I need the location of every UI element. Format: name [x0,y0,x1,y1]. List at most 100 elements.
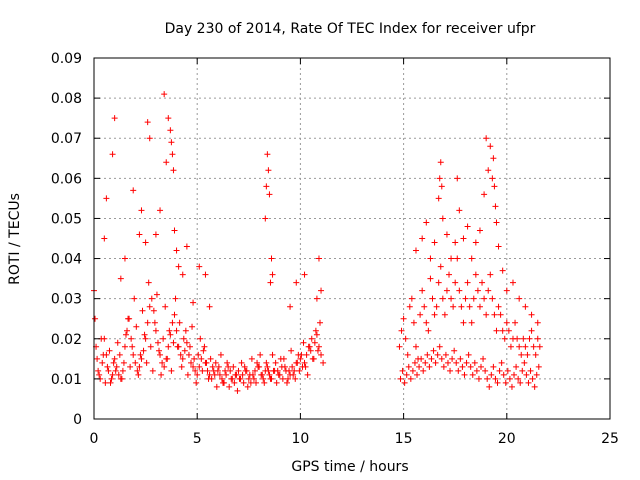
data-point [508,383,515,390]
data-point [460,235,467,242]
data-point [474,287,481,294]
data-point [227,367,234,374]
data-point [422,359,429,366]
data-point [431,239,438,246]
data-point [265,167,272,174]
data-point [497,311,504,318]
data-point [318,287,325,294]
data-point [186,343,193,350]
data-point [92,315,99,322]
data-point [260,375,267,382]
data-point [115,371,122,378]
data-point [248,355,255,362]
data-point [469,371,476,378]
data-point [515,375,522,382]
data-point [412,343,419,350]
data-point [197,335,204,342]
data-point [516,343,523,350]
data-point [259,371,266,378]
data-point [405,363,412,370]
x-tick-label: 15 [395,431,413,447]
data-point [507,343,514,350]
data-point [487,271,494,278]
x-tick-label: 10 [291,431,309,447]
y-tick-label: 0.07 [51,131,82,147]
data-point [199,367,206,374]
data-point [514,335,521,342]
data-point [406,303,413,310]
data-point [464,279,471,286]
data-point [314,347,321,354]
data-point [96,371,103,378]
data-point [403,371,410,378]
data-point [235,367,242,374]
data-point [397,375,404,382]
data-point [467,363,474,370]
data-point [107,379,114,386]
data-point [174,343,181,350]
data-point [490,155,497,162]
data-point [117,275,124,282]
data-point [499,327,506,334]
data-point [534,335,541,342]
data-point [490,363,497,370]
data-point [399,367,406,374]
y-tick-label: 0.06 [51,171,82,187]
data-point [179,271,186,278]
data-point [283,379,290,386]
data-point [427,275,434,282]
data-point [310,355,317,362]
data-point [311,339,318,346]
data-point [132,359,139,366]
data-point [300,339,307,346]
data-point [297,355,304,362]
data-point [436,175,443,182]
data-point [479,279,486,286]
data-point [183,243,190,250]
data-point [442,351,449,358]
data-point [130,187,137,194]
data-point [171,311,178,318]
data-point [421,303,428,310]
y-tick-label: 0 [73,412,82,428]
data-point [435,195,442,202]
data-point [267,279,274,286]
data-point [177,351,184,358]
data-point [145,279,152,286]
data-point [426,363,433,370]
data-point [158,371,165,378]
data-point [268,255,275,262]
data-point [190,363,197,370]
data-point [439,215,446,222]
data-point [169,319,176,326]
data-point [520,335,527,342]
data-point [301,271,308,278]
data-point [412,247,419,254]
data-point [499,267,506,274]
data-point [180,335,187,342]
data-point [109,371,116,378]
data-point [424,351,431,358]
data-point [527,367,534,374]
data-point [438,183,445,190]
data-point [524,351,531,358]
data-point [534,319,541,326]
data-point [222,367,229,374]
data-point [519,367,526,374]
data-point [453,359,460,366]
data-point [195,351,202,358]
data-point [439,295,446,302]
data-point [475,375,482,382]
data-point [317,319,324,326]
data-point [491,183,498,190]
data-point [296,367,303,374]
data-point [207,355,214,362]
data-point [193,379,200,386]
data-point [250,375,257,382]
data-point [450,303,457,310]
data-point [173,247,180,254]
data-point [124,327,131,334]
data-point [94,355,101,362]
data-point [291,367,298,374]
data-point [134,367,141,374]
